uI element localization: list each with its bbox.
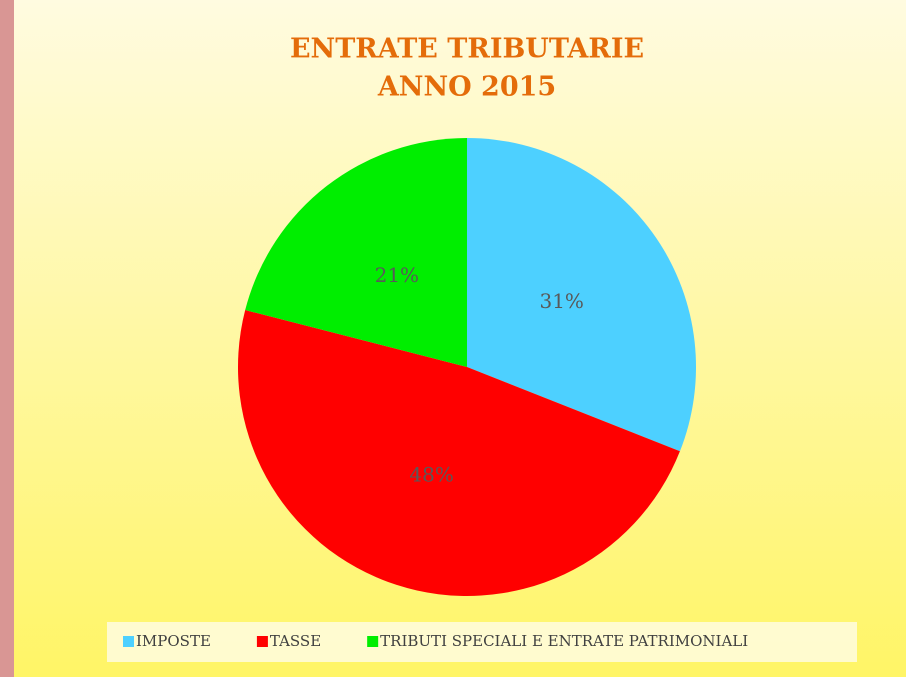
data-label: 31% [539, 289, 583, 313]
pie-slice [245, 138, 467, 367]
legend-box [107, 622, 857, 662]
data-label: 21% [375, 263, 419, 287]
legend-label: IMPOSTE [136, 632, 211, 650]
chart-title: ANNO 2015 [377, 72, 556, 103]
legend-swatch [367, 636, 379, 647]
side-strip [0, 0, 14, 677]
chart-title: ENTRATE TRIBUTARIE [290, 34, 644, 65]
pie-slice [237, 310, 680, 597]
legend-swatch [123, 636, 134, 647]
data-label: 48% [409, 462, 453, 486]
pie-slice [467, 138, 696, 452]
legend-swatch [256, 636, 268, 647]
legend-label: TASSE [270, 632, 321, 650]
legend-label: TRIBUTI SPECIALI E ENTRATE PATRIMONIALI [380, 632, 748, 650]
